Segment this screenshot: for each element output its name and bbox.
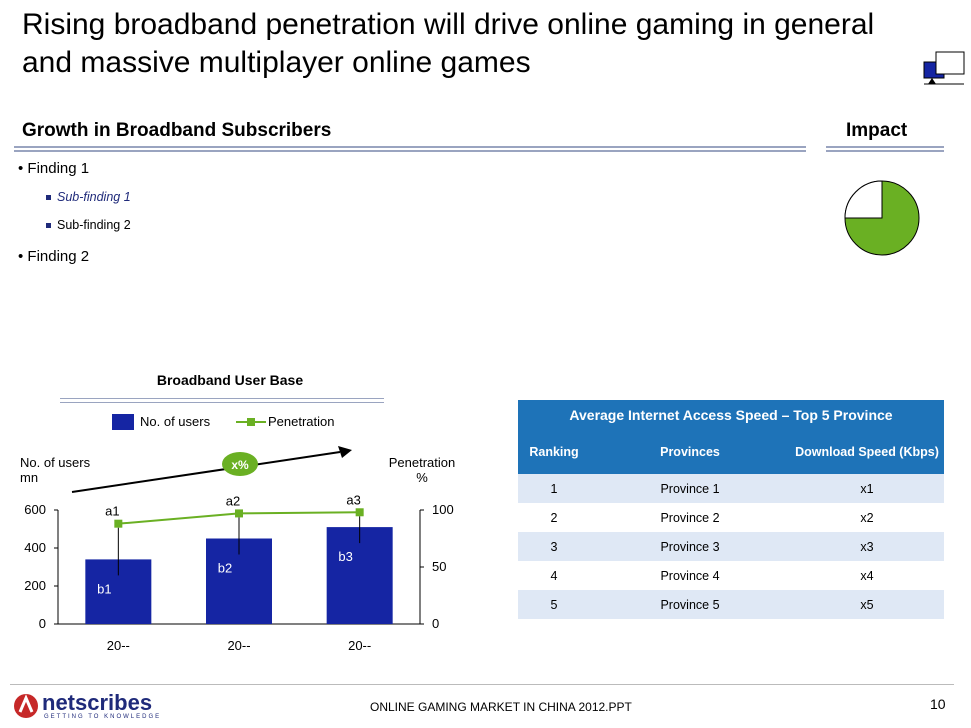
cell-province: Province 4 [660,568,720,583]
left-tick-label: 600 [24,502,46,517]
point-label: a2 [226,493,240,508]
cell-ranking: 5 [550,597,558,612]
cell-province: Province 3 [660,539,720,554]
cell-province: Province 2 [660,510,720,525]
impact-heading: Impact [846,120,908,141]
growth-arrow-head [338,446,352,458]
table-title: Average Internet Access Speed – Top 5 Pr… [518,400,944,430]
broadband-chart: 600 400 200 0 100 50 0 20-- b1 a1 20-- b2 a2 20-- b3 a3… [24,446,454,653]
cell-speed: x5 [860,597,874,612]
cell-ranking: 2 [550,510,558,525]
cell-speed: x1 [860,481,874,496]
penetration-point [235,509,243,518]
left-axis-label: No. of users mn [20,455,91,485]
growth-heading: Growth in Broadband Subscribers [22,120,332,141]
bar-label: b3 [338,549,352,564]
penetration-point [114,519,123,528]
x-tick-label: 20-- [227,638,250,653]
table-row: 1 Province 1 x1 [518,474,944,503]
finding-1: • Finding 1 [18,160,90,177]
impact-heading-rule [826,146,944,152]
right-axis-label: Penetration % [388,455,456,485]
point-label: a1 [105,504,119,519]
growth-badge [222,452,258,476]
left-tick-label: 400 [24,540,46,555]
netscribes-logo: netscribes GETTING TO KNOWLEDGE [12,690,162,727]
cell-speed: x4 [860,568,874,583]
cell-speed: x2 [860,510,874,525]
bar-label: b2 [218,561,232,576]
table-row: 5 Province 5 x5 [518,590,944,619]
header-provinces: Provinces [590,430,790,474]
cell-ranking: 4 [550,568,558,583]
left-tick-label: 0 [39,616,46,631]
chart-title-rule [60,398,384,403]
legend-users-label: No. of users [140,414,211,429]
speed-table: Average Internet Access Speed – Top 5 Pr… [518,400,944,619]
legend-penetration-label: Penetration [268,414,335,429]
header-speed: Download Speed (Kbps) [790,430,944,474]
x-tick-label: 20-- [348,638,371,653]
cell-speed: x3 [860,539,874,554]
table-row: 3 Province 3 x3 [518,532,944,561]
growth-arrow-line [71,451,341,493]
cell-ranking: 3 [550,539,558,554]
growth-label: x% [231,458,249,472]
finding-2: • Finding 2 [18,248,90,265]
right-tick-label: 50 [432,559,446,574]
x-tick-label: 20-- [107,638,130,653]
square-bullet-icon [46,195,51,201]
cell-province: Province 5 [660,597,720,612]
penetration-point [355,508,364,517]
footer-text: ONLINE GAMING MARKET IN CHINA 2012.PPT [370,700,632,714]
square-bullet-icon [46,223,51,229]
page-number: 10 [930,696,946,712]
legend-penetration-swatch [236,418,266,426]
chart-title: Broadband User Base [156,372,304,388]
bar-label: b1 [97,581,111,596]
cell-province: Province 1 [660,481,720,496]
bar [326,527,393,624]
sub-finding-1: Sub-finding 1 [46,190,131,204]
left-tick-label: 200 [24,578,46,593]
presentation-icon [923,51,965,85]
header-ranking: Ranking [518,430,590,474]
legend-users-swatch [112,414,134,430]
footer-rule [10,684,954,685]
right-tick-label: 0 [432,616,439,631]
table-row: 2 Province 2 x2 [518,503,944,532]
sub-finding-2: Sub-finding 2 [46,218,131,232]
right-tick-label: 100 [432,502,454,517]
table-row: 4 Province 4 x4 [518,561,944,590]
growth-heading-rule [14,146,806,152]
point-label: a3 [346,492,360,507]
cell-ranking: 1 [550,481,558,496]
impact-pie-icon [844,180,920,256]
slide-title: Rising broadband penetration will drive … [22,8,875,79]
